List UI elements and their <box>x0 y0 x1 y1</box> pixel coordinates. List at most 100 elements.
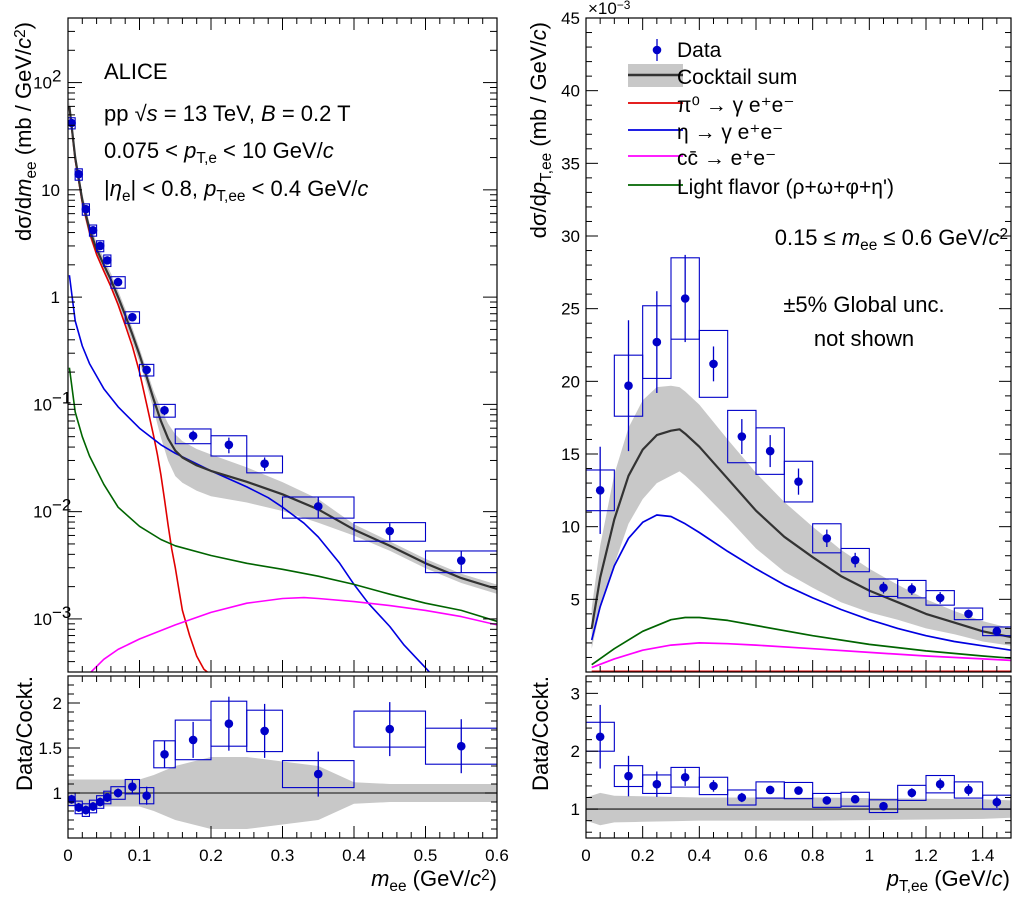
annotation-pt-cut-part: 0.075 < <box>104 138 184 163</box>
lt-y-tick-label: 10 <box>33 395 52 414</box>
data-sys-box <box>982 626 1011 637</box>
legend-data-label: Data <box>677 39 722 62</box>
annotation-energy-part: pp <box>104 101 135 126</box>
annotation-pt-cut-part: < 10 GeV/ <box>217 138 324 163</box>
data-point <box>74 169 84 179</box>
lt-y-tick-label: 1 <box>51 288 60 307</box>
annotation-mass-range: 0.15 ≤ mee ≤ 0.6 GeV/c2 <box>775 225 1008 254</box>
ratio-point <box>142 791 151 800</box>
annotation-eta-cut-part: | < 0.8, <box>131 176 205 201</box>
data-point <box>128 312 137 322</box>
annotation-eta-cut-part: e <box>122 188 131 205</box>
ratio-point <box>737 793 747 802</box>
data-point <box>188 431 198 441</box>
annotation-eta-cut-part: η <box>110 176 122 201</box>
data-point <box>456 556 466 565</box>
data-sys-box <box>210 435 248 457</box>
annotation-mass-range-part: ≤ 0.6 GeV/ <box>877 225 989 250</box>
ratio-point <box>88 802 98 811</box>
ratio-point <box>907 788 917 798</box>
rt-y-axis-title-part: ) <box>526 22 551 29</box>
annotation-mass-range-part: 0.15 ≤ <box>775 225 842 250</box>
lb-y-tick-label: 2 <box>53 694 62 713</box>
rb-x-tick-label: 0.6 <box>744 846 768 865</box>
curve-eta <box>590 514 1011 652</box>
rb-y-axis-title: Data/Cockt. <box>528 676 553 791</box>
rt-y-axis-title-part: dσ/d <box>526 194 551 238</box>
lb-x-axis-title-part: 2 <box>481 867 490 884</box>
data-point <box>822 533 832 543</box>
ratio-point <box>260 726 269 736</box>
ratio-point <box>68 795 76 804</box>
cocktail-uncertainty-band <box>591 385 1011 649</box>
rt-y-tick-label: 40 <box>561 82 580 101</box>
ratio-point <box>680 772 690 782</box>
data-sys-box <box>812 523 842 554</box>
rt-y-axis-title-part: T,ee <box>538 153 555 182</box>
lt-y-axis-title-part: (mb / GeV/ <box>11 48 36 161</box>
ratio-point <box>850 794 860 804</box>
ratio-point <box>128 782 137 791</box>
ratio-sys-box <box>840 791 870 807</box>
annotation-eta-cut-part: p <box>203 176 216 201</box>
lb-x-tick-label: 0 <box>63 846 72 865</box>
ratio-point <box>879 801 888 811</box>
panel-right-bottom: 0 0.2 0.4 0.6 0.8 1 1.2 1.4 1 2 3 Data/Cockt. pT,ee … <box>528 676 1012 895</box>
cocktail-uncertainty-band <box>69 99 497 594</box>
panel-left-bottom-frame <box>67 675 498 839</box>
data-point <box>595 486 605 495</box>
lt-y-tick-label: 10 <box>33 74 52 93</box>
data-point <box>260 459 269 468</box>
ratio-point <box>652 779 662 789</box>
data-point <box>964 609 973 619</box>
rb-x-axis-title-part: (GeV/ <box>928 866 992 891</box>
annotation-eta-cut-part: < 0.4 GeV/ <box>245 176 358 201</box>
lb-x-axis-title: mee (GeV/c2) <box>371 866 497 895</box>
rt-y-axis-title-part: c <box>526 29 551 40</box>
data-point <box>907 584 917 594</box>
data-sys-box <box>698 329 729 398</box>
legend-eta-label: η → γ e⁺e⁻ <box>677 121 783 144</box>
lb-x-axis-title-part: (GeV/ <box>407 866 471 891</box>
lt-y-tick-exponent: −1 <box>52 388 71 407</box>
data-sys-box <box>783 460 814 503</box>
lb-x-axis-title-part: c <box>470 866 481 891</box>
data-sys-box <box>138 363 155 377</box>
data-sys-box <box>953 607 984 621</box>
annotation-pt-cut: 0.075 < pT,e < 10 GeV/c <box>104 138 334 167</box>
rt-y-multiplier: ×10−3 <box>588 0 631 18</box>
panel-right-bottom-frame <box>585 675 1012 839</box>
rb-y-tick-label: 2 <box>571 742 580 761</box>
ratio-point <box>709 781 718 791</box>
annotation-mass-range-part: m <box>842 225 860 250</box>
lt-y-axis-title-part: ee <box>23 161 40 178</box>
ratio-sys-box <box>698 776 729 796</box>
lt-y-axis-title-part: 2 <box>12 29 29 38</box>
data-point <box>313 502 323 511</box>
data-point <box>224 440 234 450</box>
lt-y-tick-label: 10 <box>41 181 60 200</box>
ratio-point <box>160 750 169 759</box>
data-sys-box <box>153 403 176 418</box>
annotation-pt-cut-part: T,e <box>196 150 217 167</box>
ratio-point <box>822 796 832 805</box>
data-sys-box <box>840 547 870 573</box>
rt-y-tick-label: 20 <box>561 372 580 391</box>
rb-y-tick-label: 3 <box>571 684 580 703</box>
ratio-point <box>765 785 775 795</box>
annotation-eta-cut-part: c <box>357 176 368 201</box>
rt-y-multiplier-part: −3 <box>617 0 631 12</box>
data-point <box>81 204 91 214</box>
curve-lf <box>68 367 497 623</box>
data-point <box>624 381 633 390</box>
data-point <box>160 406 169 415</box>
data-sys-box <box>124 311 141 324</box>
annotation-alice: ALICE <box>104 59 168 84</box>
data-point <box>992 627 1002 636</box>
lt-y-axis-title-part: dσ/d <box>11 197 36 241</box>
rb-x-tick-label: 1.4 <box>971 846 995 865</box>
curve-cocktail-sum <box>68 106 497 591</box>
rt-y-tick-label: 25 <box>561 300 580 319</box>
ratio-point <box>595 732 605 742</box>
